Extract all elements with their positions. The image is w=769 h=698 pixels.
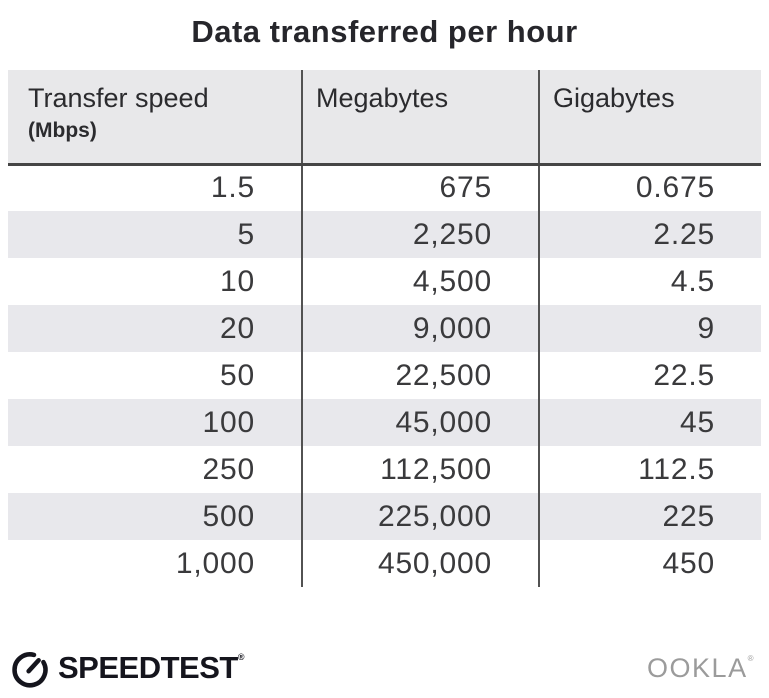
page-title: Data transferred per hour <box>191 14 578 49</box>
cell-megabytes: 9,000 <box>301 305 539 352</box>
cell-gigabytes: 450 <box>538 540 761 587</box>
cell-gigabytes: 0.675 <box>538 164 761 211</box>
data-table: Transfer speed (Mbps) Megabytes Gigabyte… <box>8 70 761 587</box>
cell-gigabytes: 9 <box>538 305 761 352</box>
col-header-megabytes: Megabytes <box>301 70 539 166</box>
col-header-gigabytes: Gigabytes <box>538 70 761 166</box>
table-row: 5 2,250 2.25 <box>8 211 761 258</box>
speedtest-wordmark: SPEEDTEST® <box>58 650 244 686</box>
speedtest-wordmark-text: SPEEDTEST <box>58 650 238 685</box>
gauge-icon <box>10 646 50 690</box>
cell-gigabytes: 4.5 <box>538 258 761 305</box>
cell-gigabytes: 22.5 <box>538 352 761 399</box>
col-header-transfer-speed: Transfer speed (Mbps) <box>8 70 302 166</box>
cell-speed: 500 <box>8 493 302 540</box>
cell-speed: 100 <box>8 399 302 446</box>
cell-speed: 250 <box>8 446 302 493</box>
table-row: 20 9,000 9 <box>8 305 761 352</box>
ookla-registered-mark: ® <box>747 654 755 663</box>
col-header-transfer-speed-label: Transfer speed <box>28 83 209 113</box>
cell-gigabytes: 225 <box>538 493 761 540</box>
table-row: 500 225,000 225 <box>8 493 761 540</box>
table-row: 100 45,000 45 <box>8 399 761 446</box>
speedtest-logo: SPEEDTEST® <box>10 646 244 690</box>
table-header-row: Transfer speed (Mbps) Megabytes Gigabyte… <box>8 70 761 166</box>
cell-gigabytes: 2.25 <box>538 211 761 258</box>
cell-megabytes: 2,250 <box>301 211 539 258</box>
cell-speed: 1,000 <box>8 540 302 587</box>
cell-gigabytes: 112.5 <box>538 446 761 493</box>
table-row: 10 4,500 4.5 <box>8 258 761 305</box>
cell-megabytes: 45,000 <box>301 399 539 446</box>
cell-megabytes: 225,000 <box>301 493 539 540</box>
cell-speed: 5 <box>8 211 302 258</box>
cell-gigabytes: 45 <box>538 399 761 446</box>
table-row: 1,000 450,000 450 <box>8 540 761 587</box>
cell-megabytes: 22,500 <box>301 352 539 399</box>
table-row: 50 22,500 22.5 <box>8 352 761 399</box>
cell-speed: 50 <box>8 352 302 399</box>
cell-megabytes: 675 <box>301 164 539 211</box>
registered-trademark-mark: ® <box>237 652 245 662</box>
table-row: 1.5 675 0.675 <box>8 164 761 211</box>
ookla-wordmark: OOKLA® <box>647 653 755 684</box>
col-header-mbps-sublabel: (Mbps) <box>28 119 97 142</box>
cell-speed: 20 <box>8 305 302 352</box>
cell-megabytes: 4,500 <box>301 258 539 305</box>
cell-megabytes: 112,500 <box>301 446 539 493</box>
cell-speed: 1.5 <box>8 164 302 211</box>
table-row: 250 112,500 112.5 <box>8 446 761 493</box>
cell-speed: 10 <box>8 258 302 305</box>
ookla-wordmark-text: OOKLA <box>647 653 748 683</box>
cell-megabytes: 450,000 <box>301 540 539 587</box>
